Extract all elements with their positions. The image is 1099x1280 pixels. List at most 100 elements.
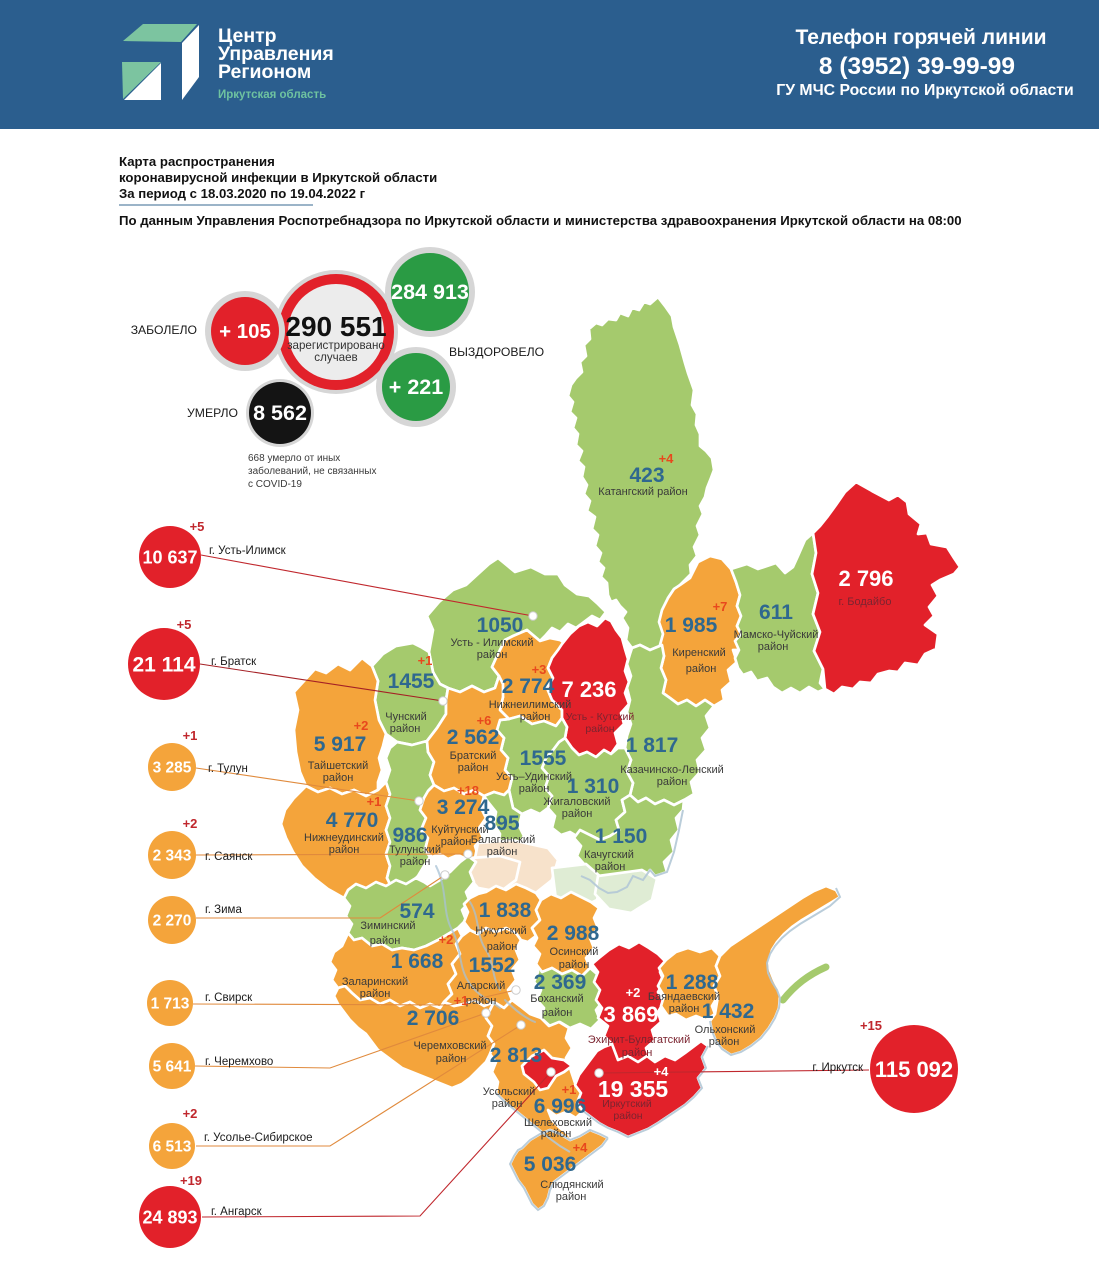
svg-text:г. Братск: г. Братск <box>211 656 257 668</box>
svg-text:2 270: 2 270 <box>153 913 192 930</box>
svg-text:+4: +4 <box>659 451 675 466</box>
svg-text:г. Усолье-Сибирское: г. Усолье-Сибирское <box>204 1132 313 1144</box>
svg-text:район: район <box>487 941 518 953</box>
svg-text:6 513: 6 513 <box>153 1139 192 1156</box>
svg-text:район: район <box>441 836 472 848</box>
svg-text:район: район <box>613 1110 642 1122</box>
svg-text:район: район <box>477 649 508 661</box>
svg-text:район: район <box>595 861 626 873</box>
svg-text:6 996: 6 996 <box>534 1095 587 1118</box>
svg-text:Иркутская область: Иркутская область <box>218 89 326 101</box>
svg-text:г. Усть-Илимск: г. Усть-Илимск <box>209 545 287 557</box>
svg-text:Слюдянский: Слюдянский <box>540 1179 603 1191</box>
svg-text:г. Черемхово: г. Черемхово <box>205 1056 273 1068</box>
svg-text:Центр: Центр <box>218 25 277 47</box>
svg-text:район: район <box>622 1047 653 1059</box>
svg-text:1552: 1552 <box>469 954 516 977</box>
svg-text:Нижнеилимский: Нижнеилимский <box>489 699 572 711</box>
svg-text:Казачинско-Ленский: Казачинско-Ленский <box>620 764 724 776</box>
svg-text:Нижнеудинский: Нижнеудинский <box>304 832 384 844</box>
svg-text:район: район <box>492 1098 523 1110</box>
svg-text:1 985: 1 985 <box>665 614 718 637</box>
svg-text:Балаганский: Балаганский <box>471 834 535 846</box>
svg-text:+2: +2 <box>626 985 641 1000</box>
svg-text:+1: +1 <box>454 993 469 1008</box>
svg-text:район: район <box>323 772 354 784</box>
svg-text:район: район <box>709 1036 740 1048</box>
svg-text:заболеваний, не связанных: заболеваний, не связанных <box>248 465 376 477</box>
svg-text:4 770: 4 770 <box>326 809 379 832</box>
svg-text:Мамско-Чуйский: Мамско-Чуйский <box>734 629 819 641</box>
svg-text:+7: +7 <box>713 599 728 614</box>
svg-text:+19: +19 <box>180 1173 202 1188</box>
svg-text:район: район <box>669 1003 700 1015</box>
svg-text:Куйтунский: Куйтунский <box>431 824 488 836</box>
svg-text:423: 423 <box>629 464 664 487</box>
svg-text:2 774: 2 774 <box>502 675 555 698</box>
svg-text:случаев: случаев <box>314 351 357 364</box>
svg-text:район: район <box>758 641 789 653</box>
svg-text:1 150: 1 150 <box>595 825 648 848</box>
svg-text:район: район <box>541 1128 572 1140</box>
svg-text:Ольхонский: Ольхонский <box>695 1024 756 1036</box>
svg-text:Тулунский: Тулунский <box>389 844 441 856</box>
svg-text:+2: +2 <box>439 932 454 947</box>
svg-text:Братский: Братский <box>450 750 497 762</box>
svg-text:+ 221: + 221 <box>389 375 443 399</box>
svg-text:290 551: 290 551 <box>285 311 386 342</box>
svg-text:1 288: 1 288 <box>666 971 719 994</box>
svg-text:5 641: 5 641 <box>153 1059 192 1076</box>
svg-text:1555: 1555 <box>520 747 567 770</box>
svg-text:Баяндаевский: Баяндаевский <box>648 991 720 1003</box>
svg-text:За период с 18.03.2020 по 19.0: За период с 18.03.2020 по 19.04.2022 г <box>119 186 366 201</box>
svg-text:986: 986 <box>392 824 427 847</box>
svg-text:район: район <box>360 988 391 1000</box>
svg-text:+3: +3 <box>532 662 547 677</box>
svg-text:1 713: 1 713 <box>151 996 190 1013</box>
svg-text:2 813: 2 813 <box>490 1044 543 1067</box>
svg-text:зарегистрировано: зарегистрировано <box>287 339 385 352</box>
svg-text:21 114: 21 114 <box>132 654 195 677</box>
svg-text:ВЫЗДОРОВЕЛО: ВЫЗДОРОВЕЛО <box>449 345 544 359</box>
svg-text:Катангский район: Катангский район <box>598 486 687 498</box>
svg-text:район: район <box>390 723 421 735</box>
svg-text:1 310: 1 310 <box>567 775 620 798</box>
svg-text:10 637: 10 637 <box>142 548 197 568</box>
svg-text:район: район <box>686 663 717 675</box>
svg-text:Черемховский: Черемховский <box>413 1040 486 1052</box>
svg-text:район: район <box>657 776 688 788</box>
svg-text:Регионом: Регионом <box>218 61 311 83</box>
svg-text:1 432: 1 432 <box>702 1000 755 1023</box>
svg-text:Усть–Удинский: Усть–Удинский <box>496 771 572 783</box>
svg-text:район: район <box>458 762 489 774</box>
svg-text:Эхирит-Булагатский: Эхирит-Булагатский <box>588 1034 690 1046</box>
svg-text:2 988: 2 988 <box>547 922 600 945</box>
svg-text:3 274: 3 274 <box>437 796 490 819</box>
svg-text:668 умерло от иных: 668 умерло от иных <box>248 453 340 464</box>
svg-text:+1: +1 <box>183 728 198 743</box>
svg-text:Тайшетский: Тайшетский <box>308 760 369 772</box>
svg-text:+1: +1 <box>367 794 382 809</box>
svg-text:Шелеховский: Шелеховский <box>524 1117 592 1129</box>
svg-text:район: район <box>585 723 614 735</box>
svg-text:район: район <box>520 711 551 723</box>
svg-text:Качугский: Качугский <box>584 849 634 861</box>
svg-text:район: район <box>466 995 497 1007</box>
svg-text:611: 611 <box>759 601 793 624</box>
svg-text:1 817: 1 817 <box>626 734 679 757</box>
svg-text:район: район <box>562 808 593 820</box>
svg-text:Зиминский: Зиминский <box>360 920 415 932</box>
svg-text:Заларинский: Заларинский <box>342 976 408 988</box>
svg-text:район: район <box>329 844 360 856</box>
svg-text:г. Саянск: г. Саянск <box>205 851 253 863</box>
svg-text:Усольский: Усольский <box>483 1086 536 1098</box>
svg-text:Осинский: Осинский <box>550 946 599 958</box>
svg-text:2 706: 2 706 <box>407 1007 460 1030</box>
svg-text:район: район <box>370 935 401 947</box>
svg-text:ГУ МЧС России по Иркутской обл: ГУ МЧС России по Иркутской области <box>776 82 1074 99</box>
svg-text:24 893: 24 893 <box>142 1208 197 1228</box>
svg-text:19 355: 19 355 <box>598 1076 669 1102</box>
svg-text:5 036: 5 036 <box>524 1153 577 1176</box>
svg-text:г. Иркутск: г. Иркутск <box>812 1062 864 1074</box>
svg-text:115 092: 115 092 <box>875 1057 953 1082</box>
